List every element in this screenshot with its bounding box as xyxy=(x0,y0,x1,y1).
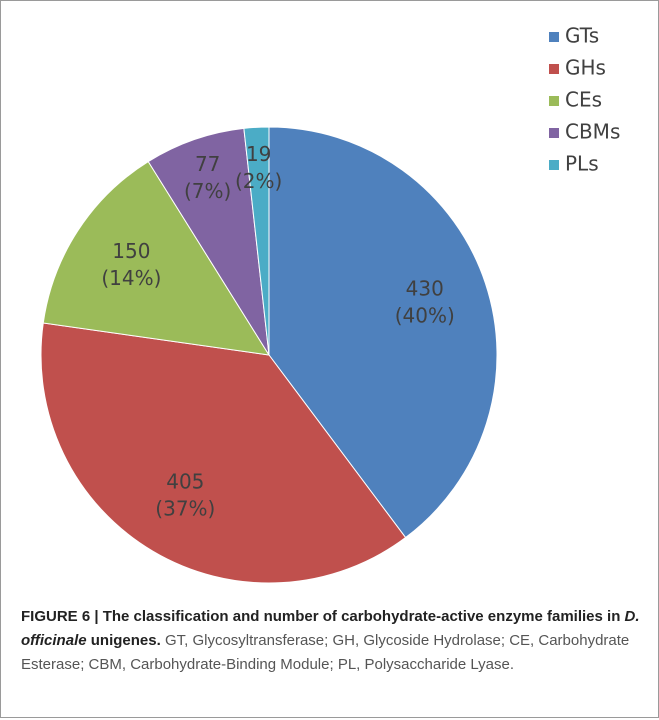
data-label: 77 xyxy=(195,152,220,176)
legend-swatch xyxy=(549,32,559,42)
pie-slice xyxy=(268,126,498,539)
chart: 430 (40%) 405 (37%) 150 (14%) 77 (7%) 19 (2%) GTs G… xyxy=(40,24,620,584)
caption-title-end: unigenes. xyxy=(86,632,161,649)
caption-species: D. officinale xyxy=(21,608,640,649)
caption-bold: FIGURE 6 | The classification and number… xyxy=(21,608,640,649)
percent-label: (2%) xyxy=(235,169,282,193)
legend-swatch xyxy=(549,160,559,170)
legend-swatch xyxy=(549,96,559,106)
caption-text: GT, Glycosyltransferase; GH, Glycoside H… xyxy=(21,632,630,673)
legend-label: GTs xyxy=(565,24,599,48)
caption: FIGURE 6 | The classification and number… xyxy=(21,605,641,677)
legend-label: GHs xyxy=(565,56,606,80)
percent-label: (37%) xyxy=(155,497,215,521)
data-label: 430 xyxy=(406,277,444,301)
pie-slice xyxy=(42,160,270,356)
data-label: 150 xyxy=(112,239,150,263)
data-label: 19 xyxy=(246,142,271,166)
pie-slice xyxy=(40,322,407,584)
data-label: 405 xyxy=(166,470,204,494)
legend-swatch xyxy=(549,128,559,138)
caption-title: FIGURE 6 | The classification and number… xyxy=(21,608,625,625)
legend-label: CEs xyxy=(565,88,602,112)
legend-label: PLs xyxy=(565,152,599,176)
pie-slice xyxy=(243,126,270,356)
pie-slice xyxy=(147,127,270,356)
legend-swatch xyxy=(549,64,559,74)
percent-label: (7%) xyxy=(184,179,231,203)
percent-label: (14%) xyxy=(101,266,161,290)
legend-label: CBMs xyxy=(565,120,620,144)
percent-label: (40%) xyxy=(395,304,455,328)
